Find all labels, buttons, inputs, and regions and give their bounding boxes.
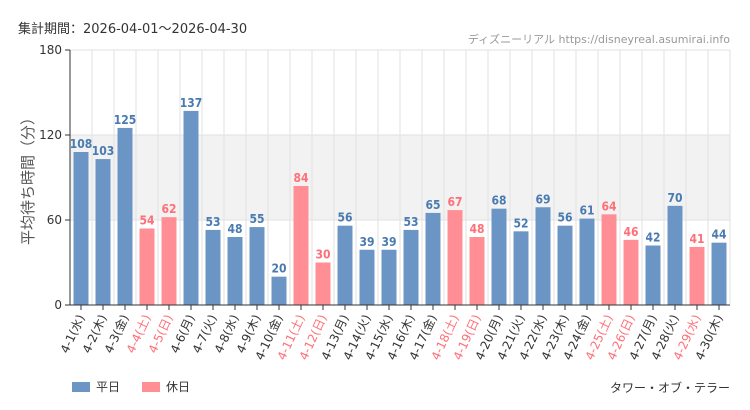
bar bbox=[117, 127, 133, 306]
bar-value-label: 103 bbox=[92, 144, 115, 158]
bar bbox=[557, 225, 573, 305]
bar bbox=[337, 225, 353, 305]
bar-value-label: 20 bbox=[271, 262, 286, 276]
bar-value-label: 53 bbox=[205, 215, 220, 229]
bar bbox=[601, 214, 617, 305]
period-label: 集計期間：2026-04-01～2026-04-30 bbox=[18, 22, 248, 37]
legend-label-weekday: 平日 bbox=[96, 380, 121, 394]
bar bbox=[425, 212, 441, 305]
bar-value-label: 137 bbox=[180, 96, 203, 110]
attraction-name: タワー・オブ・テラー bbox=[609, 381, 730, 395]
bar bbox=[183, 110, 199, 306]
bar bbox=[535, 207, 551, 305]
bar-value-label: 70 bbox=[667, 191, 682, 205]
bar-value-label: 125 bbox=[114, 113, 137, 127]
bar-value-label: 30 bbox=[315, 248, 330, 262]
bar-value-label: 64 bbox=[601, 199, 617, 213]
bar-value-label: 65 bbox=[425, 198, 440, 212]
bar bbox=[95, 159, 111, 305]
bar bbox=[249, 227, 265, 305]
y-tick-label: 0 bbox=[54, 298, 62, 312]
bar-value-label: 53 bbox=[403, 215, 418, 229]
y-tick-label: 120 bbox=[39, 128, 62, 142]
bar bbox=[645, 245, 661, 305]
bar bbox=[447, 210, 463, 305]
bar bbox=[161, 217, 177, 305]
bar-value-label: 41 bbox=[689, 232, 704, 246]
bar-value-label: 48 bbox=[469, 222, 484, 236]
bar bbox=[227, 237, 243, 305]
bar-value-label: 39 bbox=[381, 235, 396, 249]
bar-value-label: 61 bbox=[579, 204, 594, 218]
bar-value-label: 54 bbox=[139, 214, 155, 228]
bar-value-label: 46 bbox=[623, 225, 638, 239]
bar bbox=[491, 208, 507, 305]
bar-value-label: 44 bbox=[711, 228, 727, 242]
bar bbox=[623, 239, 639, 305]
bar bbox=[403, 229, 419, 305]
bar-value-label: 67 bbox=[447, 195, 462, 209]
bar bbox=[73, 152, 89, 305]
bar bbox=[293, 186, 309, 305]
bar bbox=[667, 205, 683, 305]
bar bbox=[711, 242, 727, 305]
bar-value-label: 55 bbox=[249, 212, 264, 226]
bar bbox=[579, 218, 595, 305]
y-tick-label: 180 bbox=[39, 43, 62, 57]
legend: 平日 休日 bbox=[72, 378, 212, 395]
y-tick-label: 60 bbox=[47, 213, 62, 227]
bar bbox=[139, 228, 155, 305]
bar-value-label: 84 bbox=[293, 171, 309, 185]
bar-value-label: 42 bbox=[645, 231, 660, 245]
bar bbox=[359, 249, 375, 305]
legend-swatch-weekday bbox=[72, 381, 90, 392]
bar-value-label: 69 bbox=[535, 192, 550, 206]
legend-item-holiday[interactable]: 休日 bbox=[142, 378, 190, 395]
bar bbox=[381, 249, 397, 305]
bar-value-label: 62 bbox=[161, 202, 176, 216]
bar bbox=[689, 246, 705, 305]
bar bbox=[513, 231, 529, 305]
bar bbox=[469, 237, 485, 305]
bar-value-label: 56 bbox=[337, 211, 352, 225]
legend-label-holiday: 休日 bbox=[166, 380, 191, 394]
bar-value-label: 39 bbox=[359, 235, 374, 249]
bar-value-label: 56 bbox=[557, 211, 572, 225]
legend-item-weekday[interactable]: 平日 bbox=[72, 378, 120, 395]
bar-value-label: 108 bbox=[70, 137, 93, 151]
bar-value-label: 52 bbox=[513, 216, 528, 230]
bar bbox=[271, 276, 287, 305]
bar bbox=[205, 229, 221, 305]
y-axis-label: 平均待ち時間（分） bbox=[19, 110, 37, 245]
bar bbox=[315, 262, 331, 305]
source-label: ディズニーリアル https://disneyreal.asumirai.inf… bbox=[467, 33, 730, 46]
bar-value-label: 68 bbox=[491, 194, 506, 208]
legend-swatch-holiday bbox=[142, 381, 161, 392]
bar-value-label: 48 bbox=[227, 222, 242, 236]
